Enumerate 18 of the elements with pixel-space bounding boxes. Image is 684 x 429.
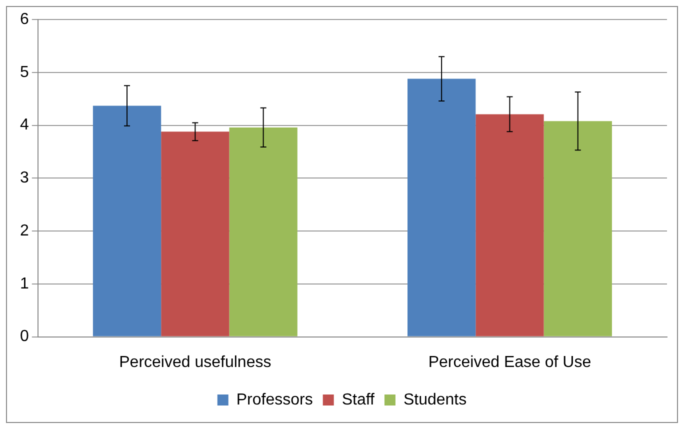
bar — [161, 132, 230, 336]
bar — [92, 106, 162, 336]
y-tick-label: 5 — [20, 64, 29, 81]
legend-label: Professors — [236, 391, 313, 408]
y-tick-label: 3 — [20, 170, 29, 187]
y-tick-label: 0 — [20, 328, 29, 346]
legend-label: Students — [403, 391, 467, 408]
y-tick-label: 1 — [20, 275, 29, 292]
legend-label: Staff — [342, 391, 376, 408]
bar — [229, 127, 298, 336]
bar — [407, 78, 476, 336]
y-tick-label: 4 — [20, 116, 29, 134]
x-tick-label: Perceived usefulness — [119, 354, 272, 371]
y-tick-label: 2 — [20, 222, 29, 240]
y-tick-label: 6 — [20, 11, 29, 28]
x-tick-label: Perceived Ease of Use — [428, 354, 592, 371]
bar — [476, 114, 544, 336]
bar — [544, 121, 612, 336]
